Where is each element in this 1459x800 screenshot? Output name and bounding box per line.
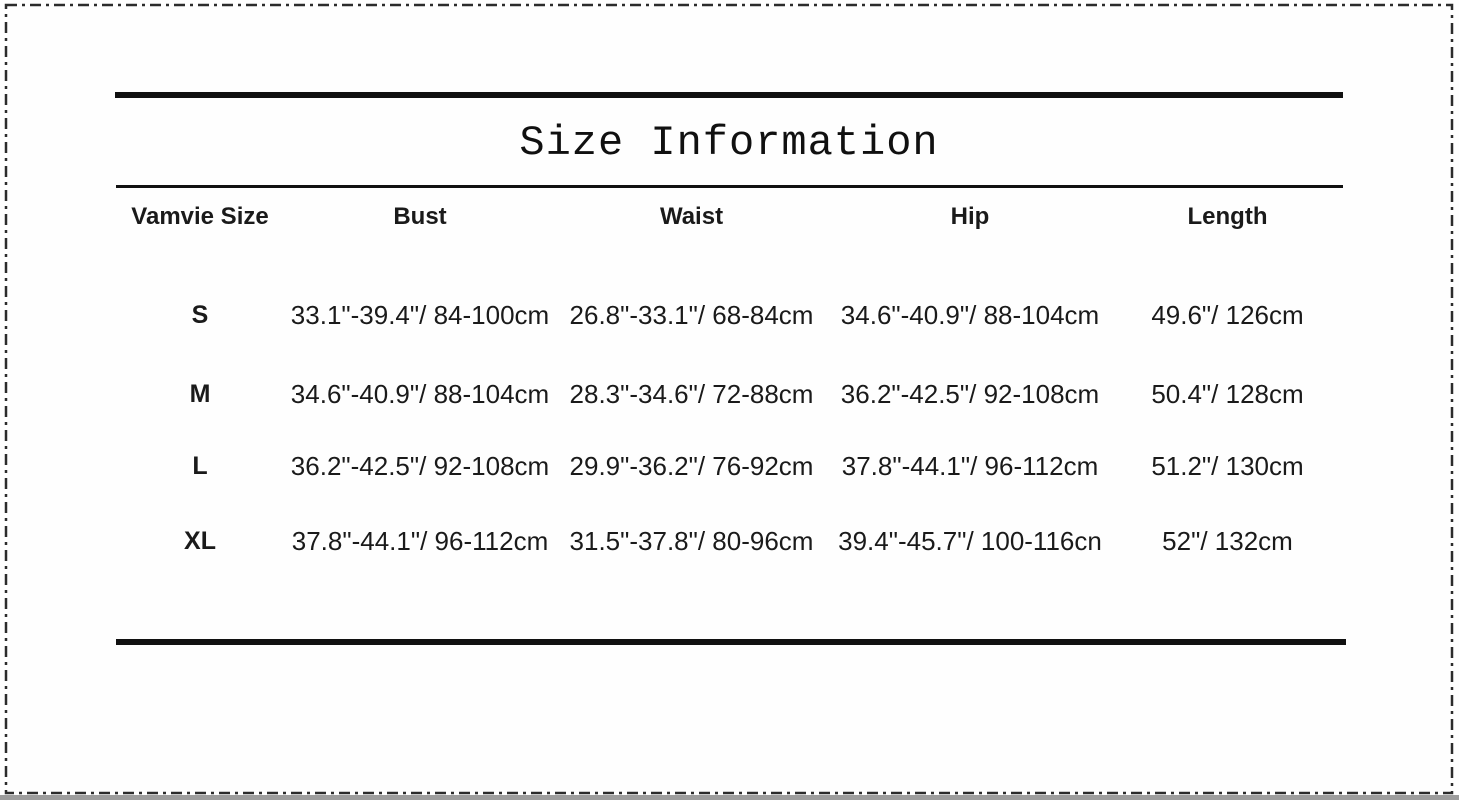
length-value: 49.6"/ 126cm — [1151, 300, 1304, 330]
length-value: 51.2"/ 130cm — [1151, 451, 1304, 481]
table-row-l: L 36.2"-42.5"/ 92-108cm 29.9"-36.2"/ 76-… — [115, 445, 1343, 487]
waist-value: 26.8"-33.1"/ 68-84cm — [569, 300, 814, 330]
hip-value: 39.4"-45.7"/ 100-116cn — [838, 526, 1102, 556]
waist-value: 28.3"-34.6"/ 72-88cm — [569, 379, 814, 409]
page-title: Size Information — [519, 119, 939, 167]
length-value: 50.4"/ 128cm — [1151, 379, 1304, 409]
hip-value: 37.8"-44.1"/ 96-112cm — [841, 451, 1099, 481]
table-bottom-rule — [116, 639, 1346, 645]
length-value: 52"/ 132cm — [1162, 526, 1293, 556]
hip-value: 34.6"-40.9"/ 88-104cm — [840, 300, 1100, 330]
size-label: XL — [184, 527, 216, 555]
table-header-row: Vamvie Size Bust Waist Hip Length — [115, 196, 1343, 238]
bust-value: 34.6"-40.9"/ 88-104cm — [290, 379, 550, 409]
table-header-rule — [116, 185, 1343, 188]
hip-value: 36.2"-42.5"/ 92-108cm — [840, 379, 1100, 409]
size-label: S — [191, 301, 209, 329]
bust-value: 33.1"-39.4"/ 84-100cm — [290, 300, 550, 330]
table-row-s: S 33.1"-39.4"/ 84-100cm 26.8"-33.1"/ 68-… — [115, 294, 1343, 336]
column-header-hip: Hip — [950, 203, 990, 230]
waist-value: 31.5"-37.8"/ 80-96cm — [569, 526, 814, 556]
bottom-edge-strip — [0, 795, 1459, 800]
table-row-m: M 34.6"-40.9"/ 88-104cm 28.3"-34.6"/ 72-… — [115, 373, 1343, 415]
column-header-size: Vamvie Size — [131, 203, 269, 230]
column-header-bust: Bust — [393, 203, 447, 230]
column-header-length: Length — [1187, 203, 1268, 230]
waist-value: 29.9"-36.2"/ 76-92cm — [569, 451, 814, 481]
size-label: M — [189, 380, 211, 408]
column-header-waist: Waist — [659, 203, 724, 230]
bust-value: 37.8"-44.1"/ 96-112cm — [291, 526, 549, 556]
table-top-rule — [115, 92, 1343, 98]
table-row-xl: XL 37.8"-44.1"/ 96-112cm 31.5"-37.8"/ 80… — [115, 520, 1343, 562]
bust-value: 36.2"-42.5"/ 92-108cm — [290, 451, 550, 481]
size-label: L — [192, 452, 208, 480]
